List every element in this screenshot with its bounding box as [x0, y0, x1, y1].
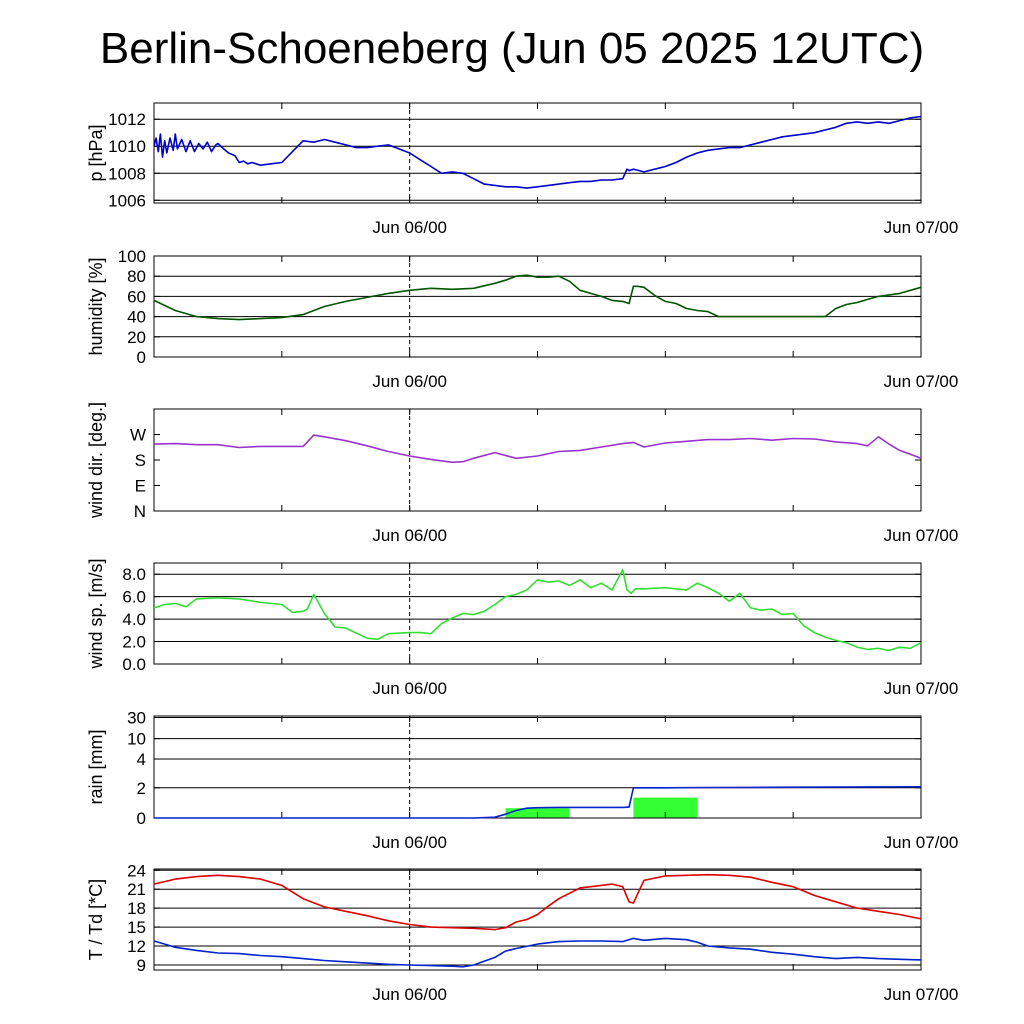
x-tick-label: Jun 07/00	[884, 372, 959, 391]
plot-frame	[153, 102, 922, 204]
y-tick-label: 21	[127, 880, 146, 899]
y-tick-label: 0.0	[122, 655, 146, 674]
x-tick-label: Jun 07/00	[884, 218, 959, 237]
rain-panel: 0 2 410 30 rain [mm] Jun 06/00 Jun 07/00	[86, 709, 958, 852]
y-tick-label: 12	[127, 937, 146, 956]
rain-bar	[633, 797, 698, 818]
y-tick-label: 9	[137, 956, 146, 975]
y-tick-label: S	[135, 451, 146, 470]
plot-frame	[153, 715, 922, 819]
y-axis-label: wind dir. [deg.]	[86, 402, 106, 519]
x-tick-label: Jun 06/00	[372, 985, 447, 1004]
y-tick-label: 1010	[108, 137, 146, 156]
x-tick-label: Jun 06/00	[372, 679, 447, 698]
y-tick-label: 80	[127, 267, 146, 286]
y-axis-label: wind sp. [m/s]	[86, 558, 106, 669]
pressure-line	[153, 115, 922, 189]
y-tick-label: 40	[127, 308, 146, 327]
y-tick-label: 6.0	[122, 588, 146, 607]
y-tick-label: 20	[127, 328, 146, 347]
wind-speed-panel: 0.0 2.0 4.0 6.0 8.0 wind sp. [m/s] Jun 06/00 Ju…	[86, 558, 958, 698]
y-tick-label: W	[130, 426, 146, 445]
x-tick-label: Jun 07/00	[884, 833, 959, 852]
plot-frame	[153, 868, 922, 971]
page-title: Berlin-Schoeneberg (Jun 05 2025 12UTC)	[99, 24, 925, 73]
x-tick-label: Jun 07/00	[884, 985, 959, 1004]
y-tick-label: 0	[137, 809, 146, 828]
y-tick-label: 0	[137, 348, 146, 367]
y-tick-label: 10	[127, 730, 146, 749]
x-tick-label: Jun 06/00	[372, 372, 447, 391]
td-temperature-line	[153, 937, 922, 968]
accumulated-rain-line	[154, 785, 922, 819]
t-temperature-line	[153, 873, 922, 931]
y-axis-label: T / Td [*C]	[86, 879, 106, 960]
y-tick-label: 2	[137, 779, 146, 798]
y-axis-label: p [hPa]	[86, 124, 106, 181]
plot-frame	[153, 255, 922, 358]
y-tick-label: 60	[127, 287, 146, 306]
y-tick-label: 4	[137, 750, 146, 769]
x-tick-label: Jun 06/00	[372, 833, 447, 852]
wind-direction-line	[153, 434, 922, 464]
y-axis-label: humidity [%]	[86, 257, 106, 355]
x-tick-label: Jun 06/00	[372, 218, 447, 237]
y-tick-label: E	[135, 477, 146, 496]
x-tick-label: Jun 06/00	[372, 526, 447, 545]
y-tick-label: 24	[127, 861, 146, 880]
wind-speed-line	[153, 568, 922, 652]
plot-frame	[153, 408, 922, 512]
y-tick-label: 100	[118, 247, 146, 266]
y-tick-label: 1006	[108, 191, 146, 210]
y-tick-label: 2.0	[122, 633, 146, 652]
x-tick-label: Jun 07/00	[884, 526, 959, 545]
x-tick-label: Jun 07/00	[884, 679, 959, 698]
y-tick-label: 1008	[108, 164, 146, 183]
y-tick-label: 1012	[108, 110, 146, 129]
y-tick-label: N	[134, 502, 146, 521]
y-tick-label: 18	[127, 899, 146, 918]
y-tick-label: 4.0	[122, 610, 146, 629]
y-axis-label: rain [mm]	[86, 729, 106, 804]
y-tick-label: 30	[127, 709, 146, 728]
humidity-line	[153, 274, 922, 321]
plot-frame	[153, 562, 922, 665]
y-tick-label: 8.0	[122, 565, 146, 584]
y-tick-label: 15	[127, 918, 146, 937]
